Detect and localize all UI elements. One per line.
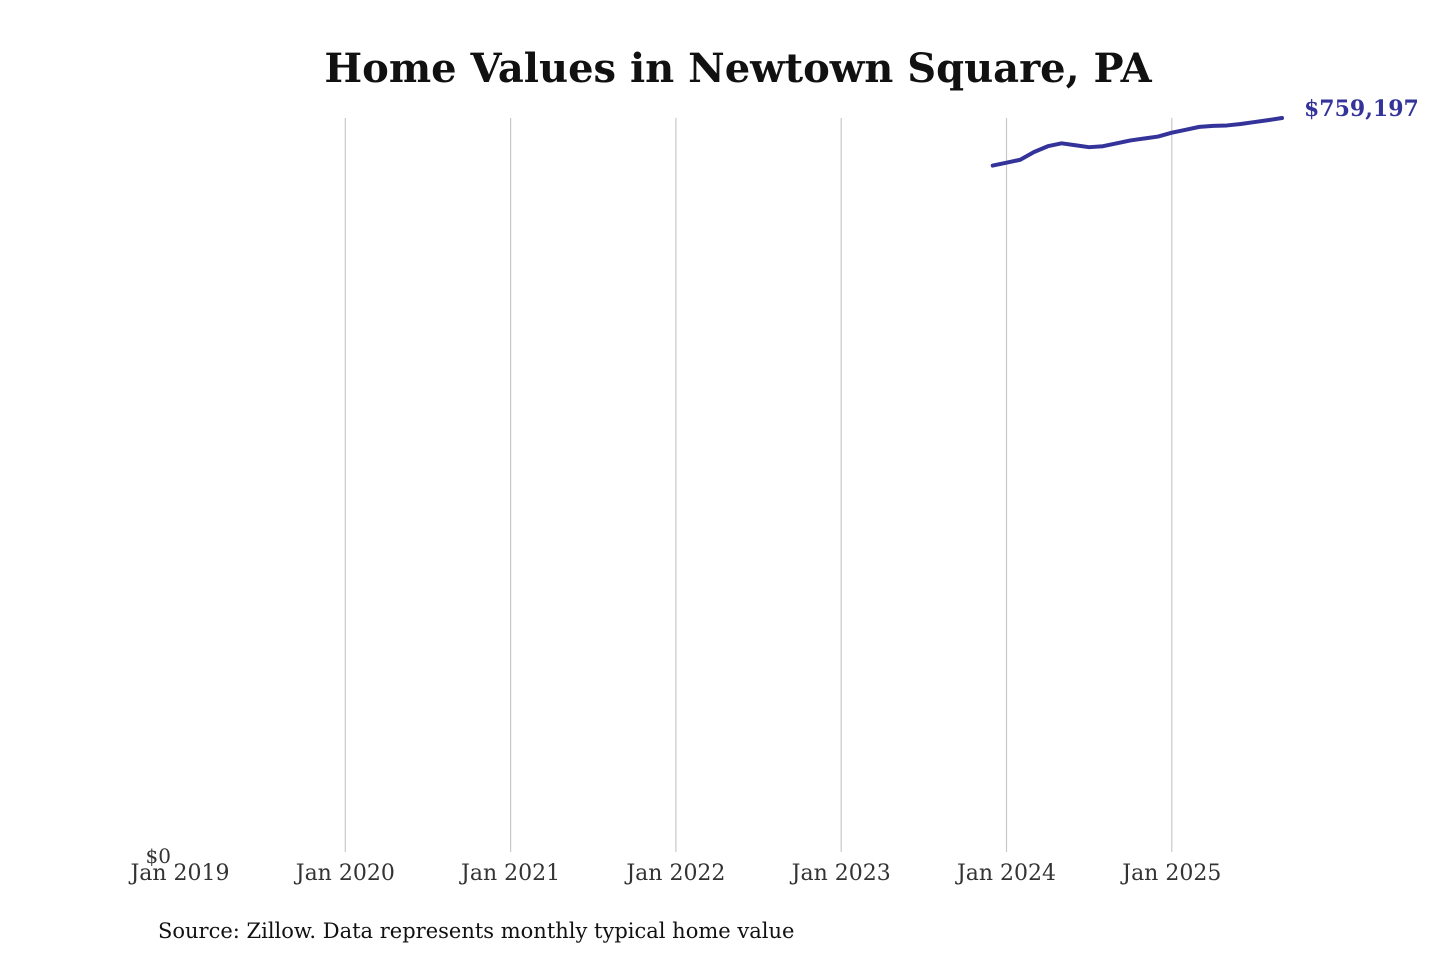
x-tick-label: Jan 2021: [459, 861, 560, 886]
y-axis-ticks: $0: [146, 844, 171, 868]
x-tick-label: Jan 2019: [128, 861, 229, 886]
chart-title: Home Values in Newtown Square, PA: [324, 45, 1152, 92]
gridlines: [344, 118, 1173, 852]
x-tick-label: Jan 2024: [955, 861, 1056, 886]
x-axis-ticks: Jan 2019 Jan 2020 Jan 2021 Jan 2022 Jan 2023…: [128, 861, 1221, 886]
series-lines: [990, 116, 1284, 168]
x-tick-label: Jan 2025: [1120, 861, 1221, 886]
home-value-line: [990, 116, 1284, 168]
x-tick-label: Jan 2023: [790, 861, 891, 886]
x-tick-label: Jan 2022: [624, 861, 725, 886]
x-tick-label: Jan 2020: [294, 861, 395, 886]
source-note: Source: Zillow. Data represents monthly …: [158, 919, 794, 943]
end-value-label: $759,197: [1304, 96, 1419, 122]
y-tick-label: $0: [146, 844, 171, 868]
